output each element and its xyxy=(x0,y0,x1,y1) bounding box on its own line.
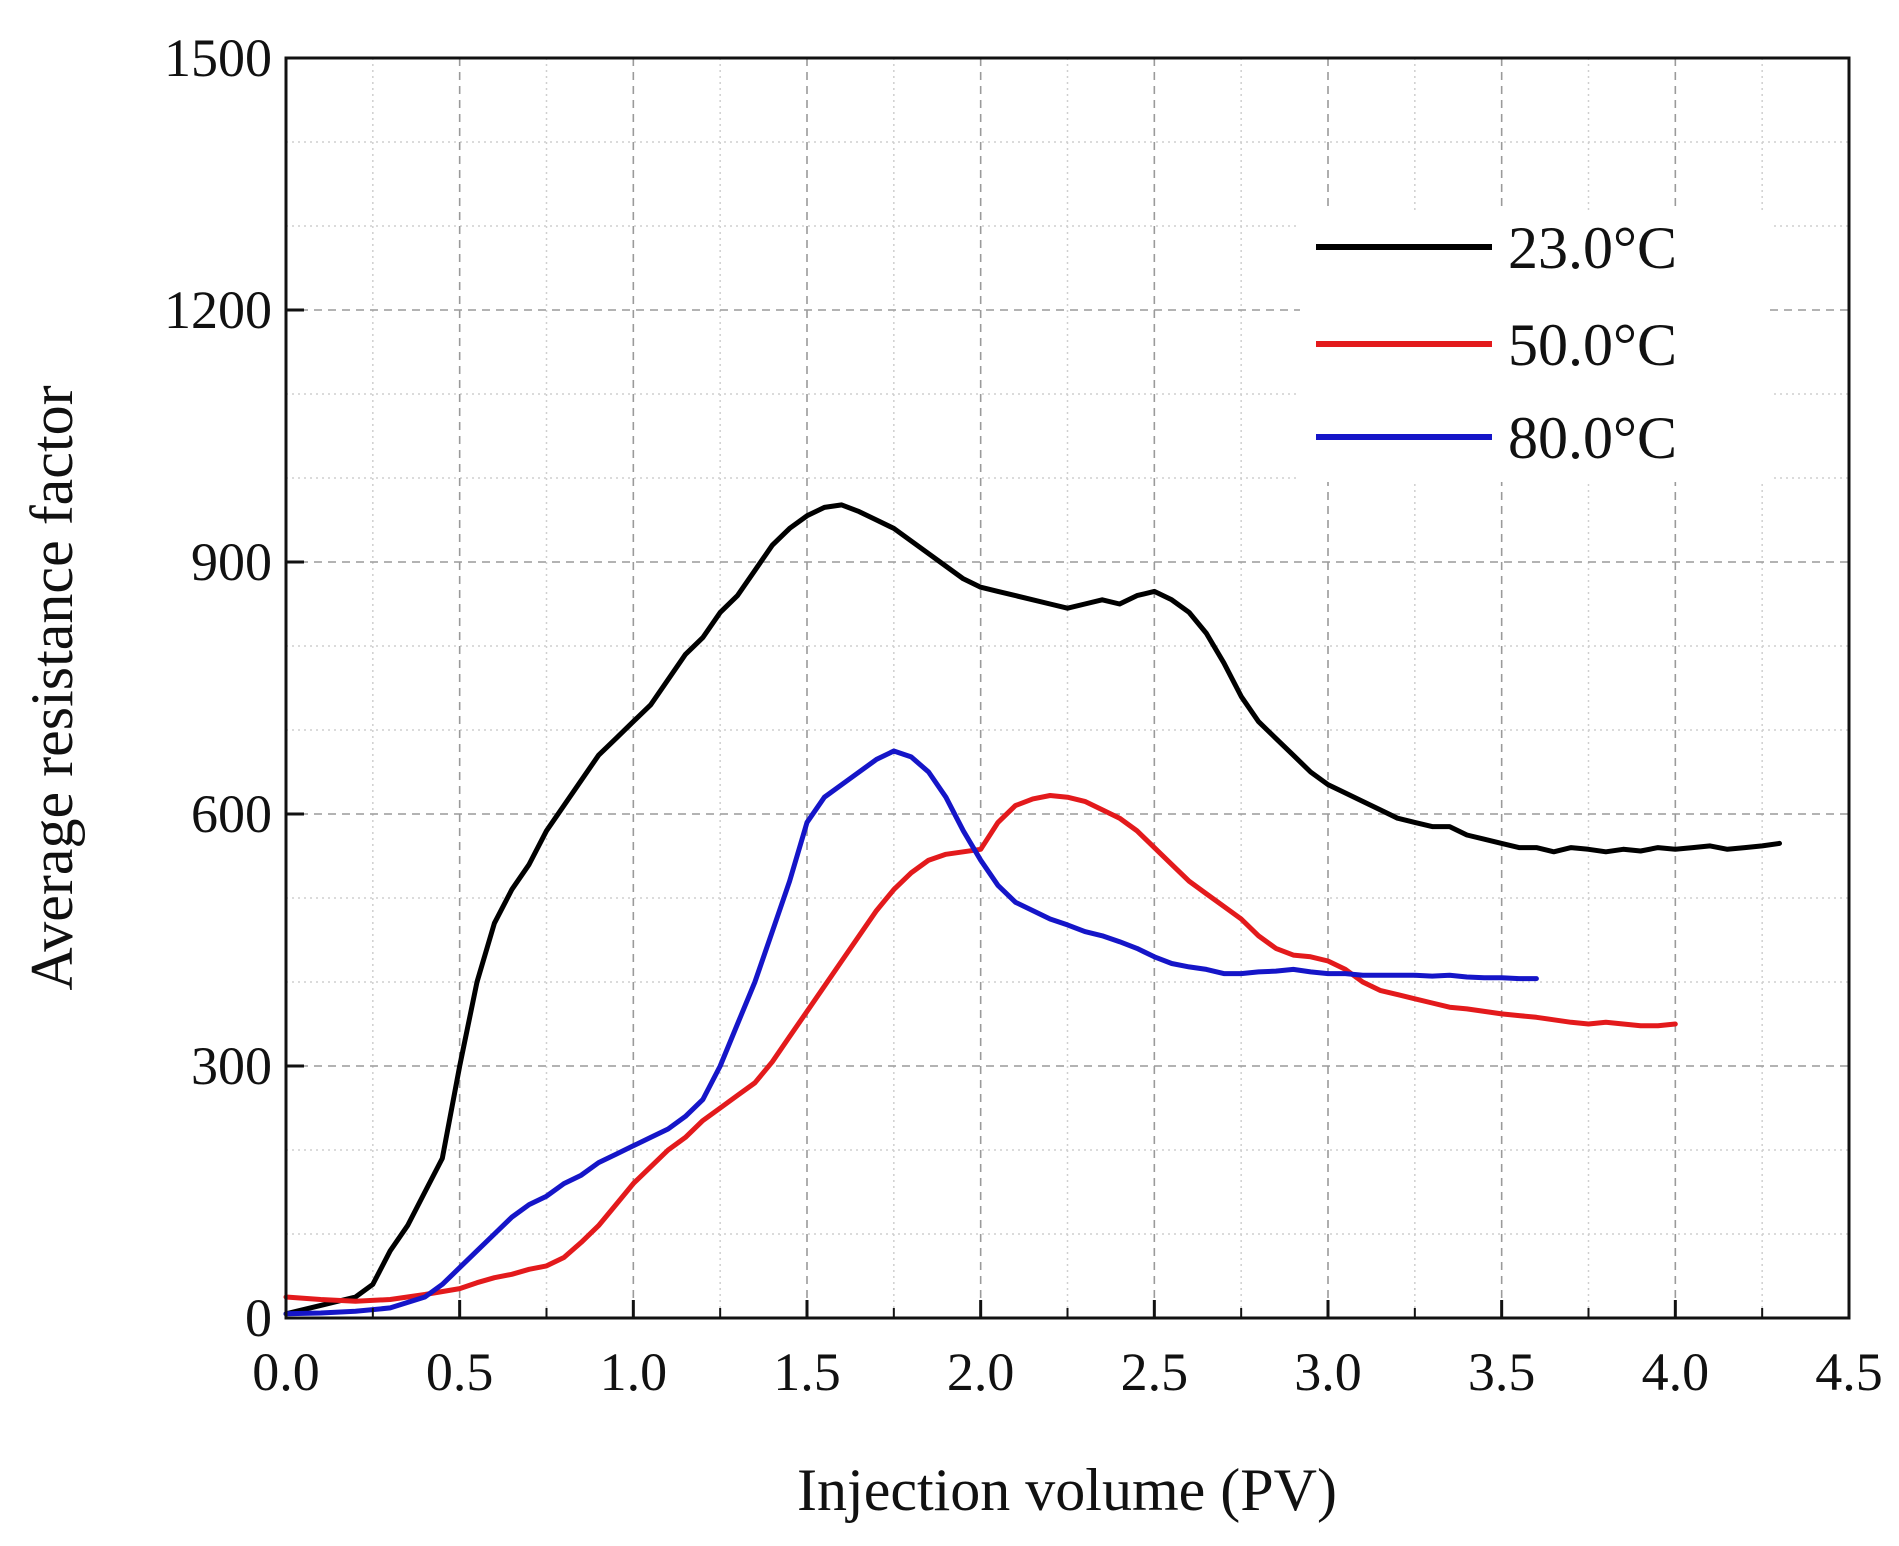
x-tick-labels: 0.0 0.5 1.0 1.5 2.0 2.5 3.0 3.5 4.0 4.5 xyxy=(252,1342,1883,1402)
x-tick-label: 4.5 xyxy=(1815,1342,1883,1402)
x-tick-label: 3.0 xyxy=(1294,1342,1362,1402)
major-grid xyxy=(286,58,1849,1318)
series-layer xyxy=(283,502,1782,1317)
legend-label-23c: 23.0°C xyxy=(1508,215,1677,281)
series-line-500c xyxy=(283,793,1678,1304)
x-tick-label: 2.0 xyxy=(947,1342,1015,1402)
y-tick-label: 300 xyxy=(191,1036,272,1096)
x-tick-label: 0.0 xyxy=(252,1342,320,1402)
series-line-230c xyxy=(283,502,1782,1317)
x-tick-label: 1.0 xyxy=(600,1342,668,1402)
x-axis-title: Injection volume (PV) xyxy=(797,1457,1337,1523)
y-tick-label: 600 xyxy=(191,784,272,844)
legend-label-80c: 80.0°C xyxy=(1508,405,1677,471)
x-tick-label: 2.5 xyxy=(1121,1342,1189,1402)
x-tick-label: 1.5 xyxy=(773,1342,841,1402)
axis-ticks xyxy=(284,56,1851,1320)
legend-label-50c: 50.0°C xyxy=(1508,312,1677,378)
x-tick-label: 4.0 xyxy=(1642,1342,1710,1402)
y-tick-label: 900 xyxy=(191,532,272,592)
legend: 23.0°C 50.0°C 80.0°C xyxy=(1300,212,1770,482)
y-axis-title: Average resistance factor xyxy=(19,385,85,990)
y-tick-labels: 0 300 600 900 1200 1500 xyxy=(164,28,272,1348)
y-tick-label: 0 xyxy=(245,1288,272,1348)
x-tick-label: 0.5 xyxy=(426,1342,494,1402)
x-tick-label: 3.5 xyxy=(1468,1342,1536,1402)
series-line-800c xyxy=(283,748,1539,1317)
y-tick-label: 1200 xyxy=(164,280,272,340)
y-tick-label: 1500 xyxy=(164,28,272,88)
